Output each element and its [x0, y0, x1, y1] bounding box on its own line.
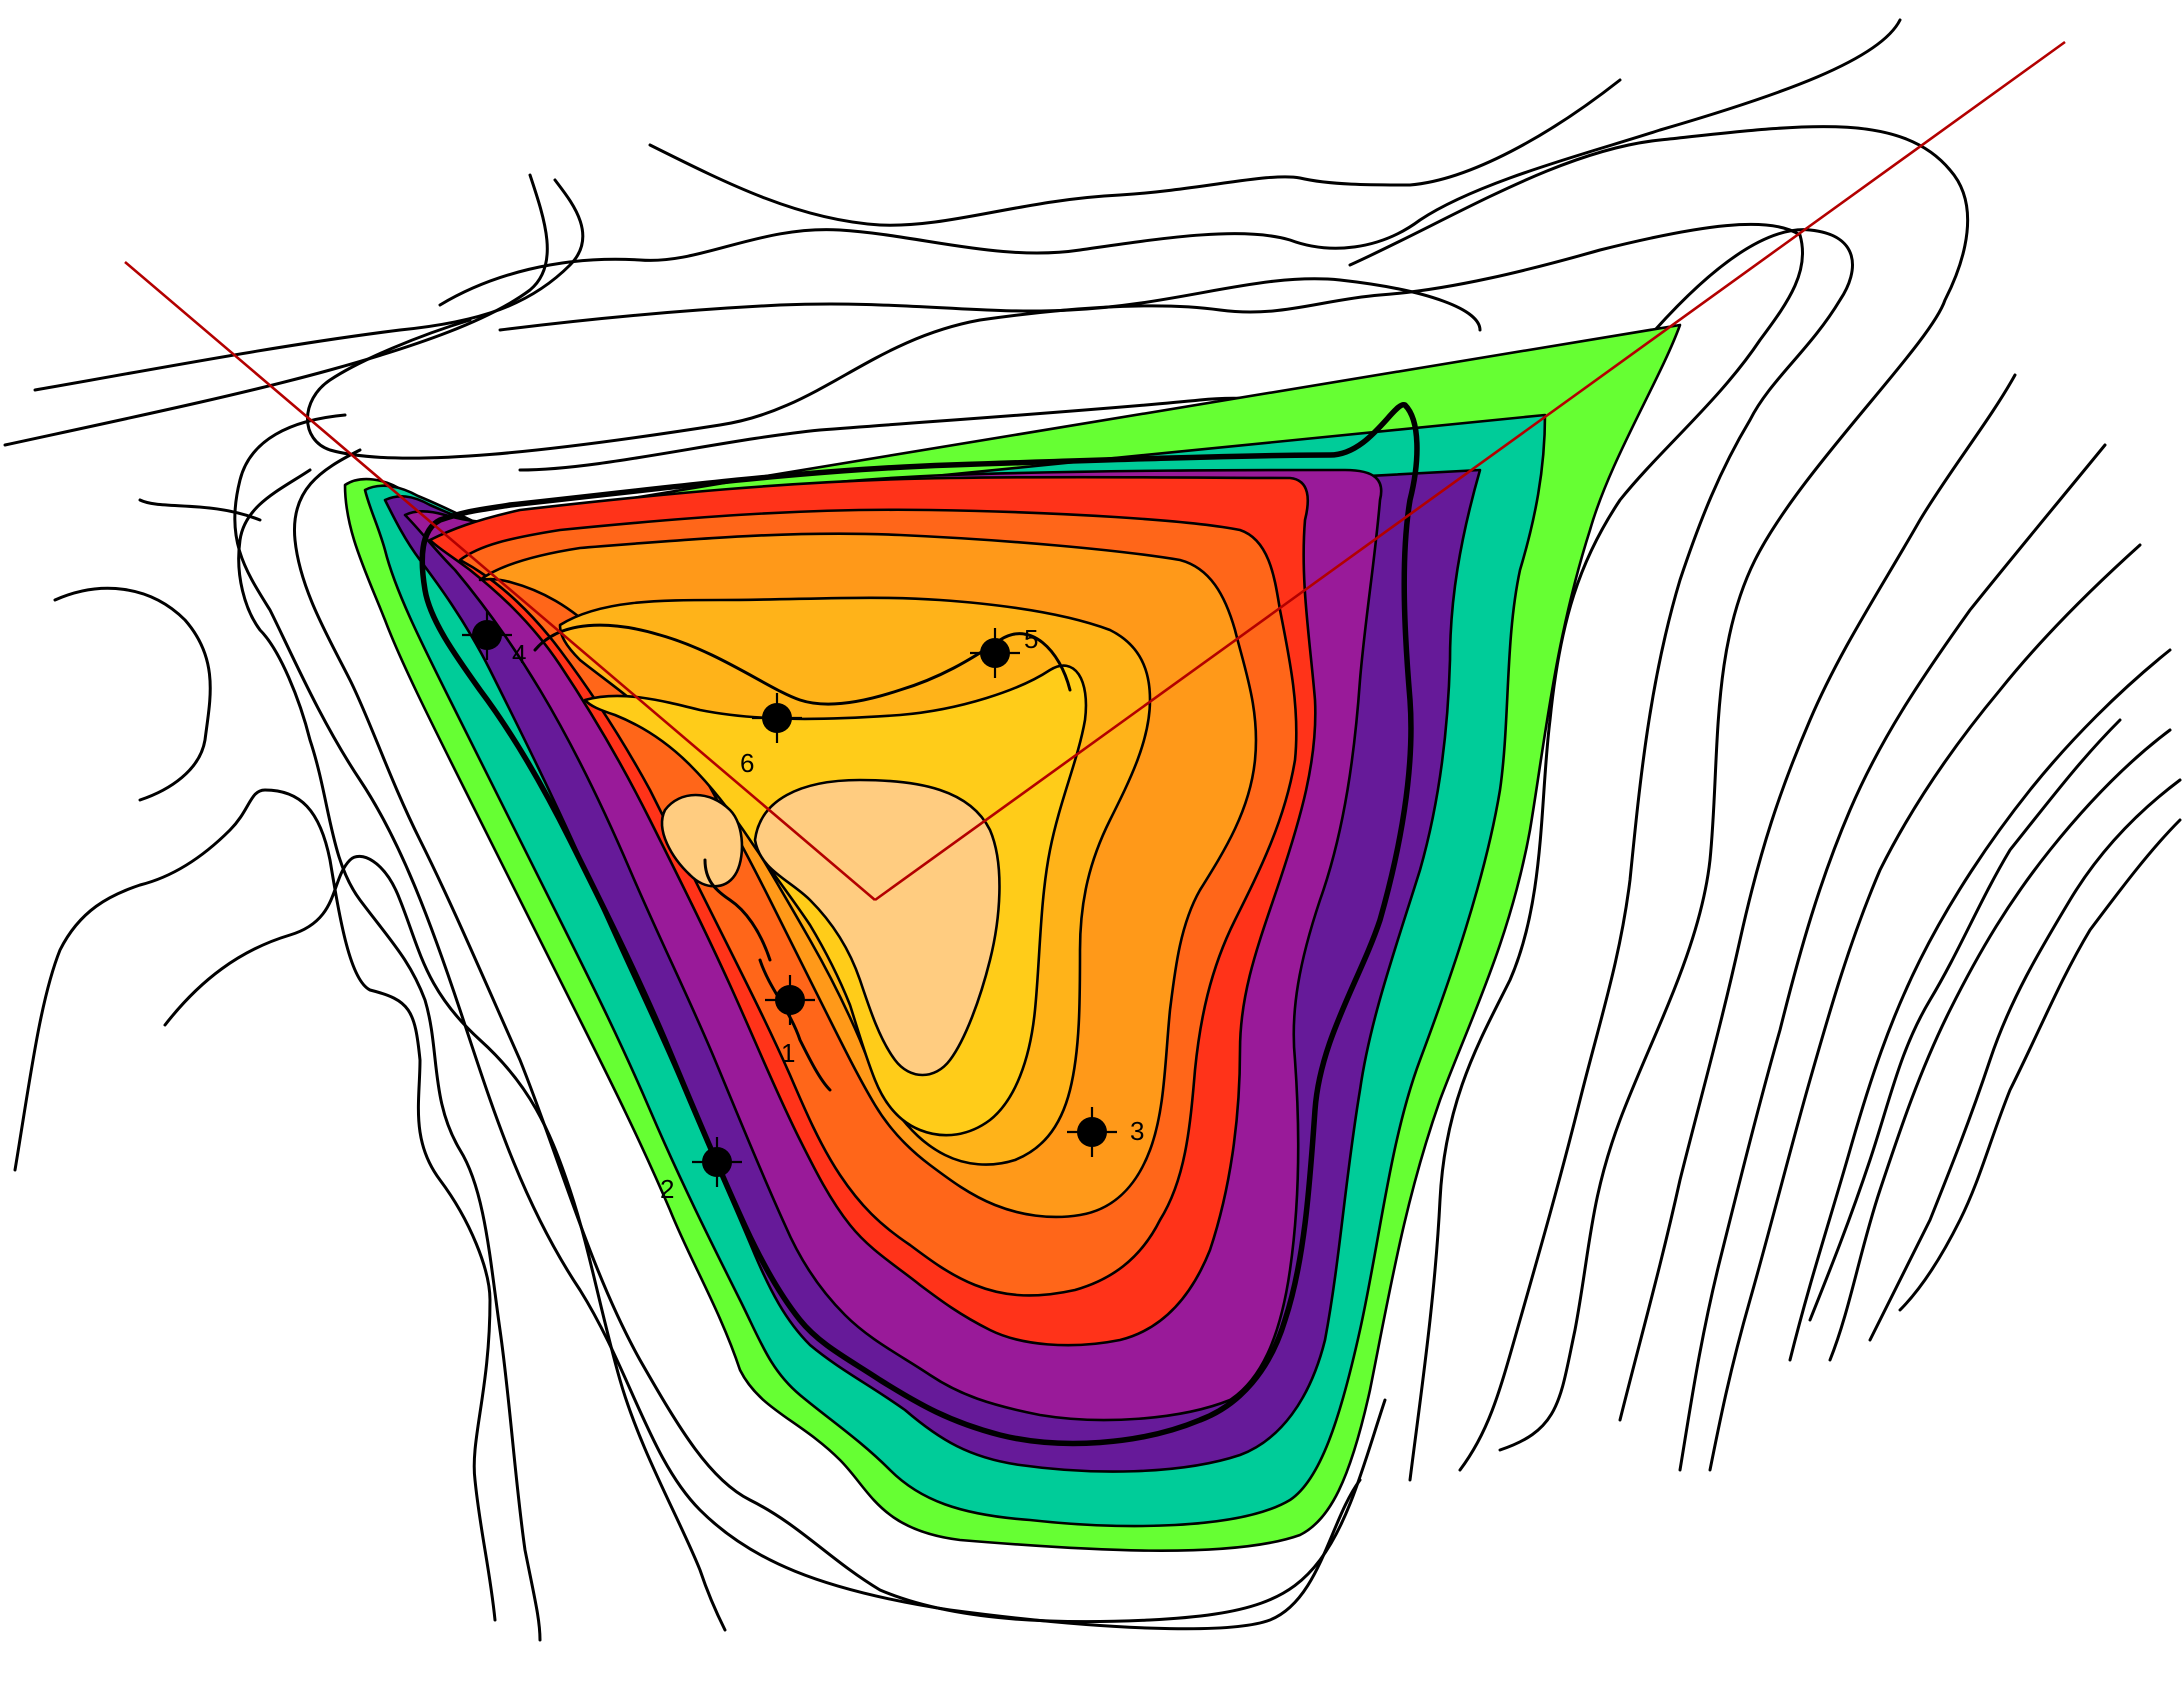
- well-6-marker-icon: [762, 703, 792, 733]
- isoline-outer-15: [1458, 228, 1854, 1472]
- isoline-outer-7: [138, 498, 262, 522]
- isoline-outer-21: [1828, 728, 2172, 1362]
- isoline-outer-6: [306, 222, 1805, 1482]
- well-4-label: 4: [512, 639, 526, 669]
- isoline-inner-2: [703, 858, 772, 962]
- isoline-outer-20: [1788, 648, 2172, 1362]
- section-ray-east: [874, 40, 2066, 902]
- well-5[interactable]: 5: [970, 624, 1038, 678]
- section-ray-west: [124, 261, 876, 901]
- wells: 1 2 3 4 5 6: [462, 610, 1144, 1204]
- isoline-outer-24: [1808, 718, 2122, 1322]
- well-2-label: 2: [660, 1174, 674, 1204]
- isoline-outer-13: [292, 448, 1387, 1624]
- isoline-inner-1: [533, 623, 1072, 706]
- isoline-outer-5: [1348, 125, 1970, 1452]
- isoline-outer-12: [233, 413, 1362, 1631]
- zone-10-light-orange-small: [660, 793, 744, 888]
- isoline-outer-2: [3, 173, 549, 447]
- isoline-outer-17: [1618, 373, 2017, 1422]
- well-3-marker-icon: [1077, 1117, 1107, 1147]
- isoline-outer-1: [33, 178, 585, 392]
- isoline-outer-23: [1898, 818, 2182, 1312]
- well-2-marker-icon: [702, 1147, 732, 1177]
- isoline-outer-8: [53, 586, 212, 802]
- isoline-outer-14: [498, 277, 1482, 332]
- well-3-label: 3: [1130, 1116, 1144, 1146]
- well-4[interactable]: 4: [462, 610, 526, 669]
- well-2[interactable]: 2: [660, 1137, 742, 1204]
- isoline-bold-zero: [419, 402, 1420, 1447]
- isoline-outer-11: [163, 854, 727, 1632]
- isoline-outer-3: [648, 78, 1622, 227]
- outer-isolines: [3, 18, 2182, 1642]
- colored-zones: [343, 323, 1682, 1552]
- isoline-outer-9: [237, 468, 542, 1642]
- isoline-outer-10: [13, 788, 497, 1622]
- isoline-outer-4: [438, 18, 1902, 307]
- isoline-inner-3: [758, 958, 832, 1092]
- well-3[interactable]: 3: [1067, 1107, 1144, 1157]
- well-1-label: 1: [781, 1038, 795, 1068]
- well-5-label: 5: [1024, 624, 1038, 654]
- well-4-marker-icon: [472, 620, 502, 650]
- well-1[interactable]: 1: [765, 975, 815, 1068]
- well-6[interactable]: 6: [740, 693, 802, 778]
- well-5-marker-icon: [980, 638, 1010, 668]
- isoline-outer-19: [1708, 543, 2142, 1472]
- inner-isolines: [533, 623, 1072, 1092]
- isoline-outer-18: [1678, 443, 2107, 1472]
- well-6-label: 6: [740, 748, 754, 778]
- section-rays: [124, 40, 2066, 902]
- isoline-outer-22: [1868, 778, 2182, 1342]
- well-1-marker-icon: [775, 985, 805, 1015]
